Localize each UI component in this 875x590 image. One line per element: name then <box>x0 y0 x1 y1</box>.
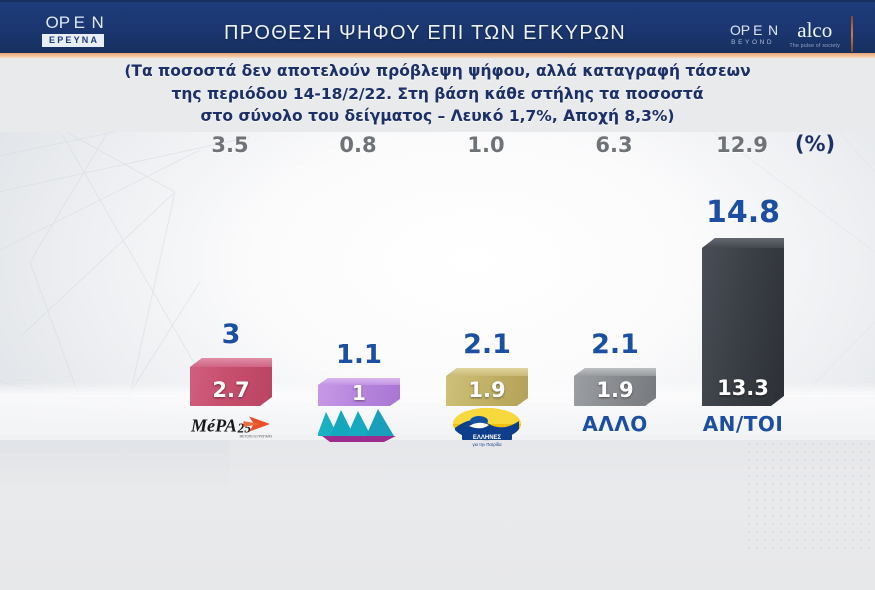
bar-top-face-plefsi <box>318 378 400 385</box>
bar-3d-elliniki-lysi: 1.9 <box>446 368 528 406</box>
subtitle-line-3: στο σύνολο του δείγματος – Λευκό 1,7%, Α… <box>200 107 675 125</box>
bar-3d-mera25: 2.7 <box>190 358 272 406</box>
bar-top-face-mera25 <box>190 358 272 367</box>
bar-front-elliniki-lysi: 1.9 <box>446 368 528 406</box>
open-beyond-sublabel: BEYOND <box>731 38 775 46</box>
svg-text:ΕΛΛΗΝΕΣ: ΕΛΛΗΝΕΣ <box>473 435 502 441</box>
top-value-antoi: 12.9 <box>716 133 768 157</box>
lower-band-shade <box>0 440 230 490</box>
bar-front-allo: 1.9 <box>574 368 656 406</box>
svg-text:για την Πατρίδα: για την Πατρίδα <box>472 442 502 447</box>
previous-values-row: 3.5 0.8 1.0 6.3 12.9 (%) <box>0 132 875 163</box>
bar-front-plefsi: 1 <box>318 378 400 406</box>
lower-band-dot-pattern <box>745 440 875 555</box>
bar-front-antoi: 13.3 <box>702 238 784 406</box>
bar-caption-allo: ΑΛΛΟ <box>582 412 648 436</box>
bar-inside-value-plefsi: 1 <box>352 381 366 405</box>
bar-column-allo[interactable]: 2.1 1.9 ΑΛΛΟ <box>574 329 656 436</box>
bar-group: 3 2.7 MéPA 25 ΜΕΤΩΠΟ ΕΥΡΩΠΑΪΚΗΣ 1.1 <box>0 132 875 447</box>
svg-text:ΜΕΤΩΠΟ ΕΥΡΩΠΑΪΚΗΣ: ΜΕΤΩΠΟ ΕΥΡΩΠΑΪΚΗΣ <box>240 434 272 438</box>
subtitle-line-1: (Τα ποσοστά δεν αποτελούν πρόβλεψη ψήφου… <box>124 62 751 80</box>
bar-inside-value-elliniki-lysi: 1.9 <box>468 378 506 402</box>
bar-top-face-allo <box>574 368 656 376</box>
header-bar: OPEИ ΕΡΕΥΝΑ ΠΡΟΘΕΣΗ ΨΗΦΟΥ ΕΠΙ ΤΩΝ ΕΓΚΥΡΩ… <box>0 0 875 53</box>
bar-3d-allo: 1.9 <box>574 368 656 406</box>
bar-column-elliniki-lysi[interactable]: 2.1 1.9 ΕΛΛΗΝΕΣ για την Πατρίδα <box>446 329 528 447</box>
bar-top-face-antoi <box>702 238 784 248</box>
party-logo-slot-plefsi <box>318 408 400 442</box>
bar-above-value-mera25: 3 <box>221 319 241 350</box>
bar-3d-antoi: 13.3 <box>702 238 784 406</box>
subtitle-line-2: της περιόδου 14-18/2/22. Στη βάση κάθε σ… <box>171 84 704 103</box>
top-value-allo: 6.3 <box>595 133 633 157</box>
bar-front-mera25: 2.7 <box>190 358 272 406</box>
percent-unit-label: (%) <box>794 132 836 156</box>
header-accent-strip <box>0 53 875 58</box>
elliniki-lysi-logo: ΕΛΛΗΝΕΣ για την Πατρίδα <box>453 408 521 447</box>
alco-logo: alco The pulse of society <box>789 17 840 49</box>
open-beyond-logo: OPEИ BEYOND <box>726 21 779 46</box>
bar-column-antoi[interactable]: 14.8 13.3 ΑΝ/ΤΟΙ <box>702 195 784 436</box>
bar-top-face-elliniki-lysi <box>446 368 528 376</box>
bar-inside-value-antoi: 13.3 <box>717 376 769 400</box>
top-value-mera25: 3.5 <box>211 133 249 157</box>
top-value-plefsi: 0.8 <box>339 133 377 157</box>
mera25-logo: MéPA 25 ΜΕΤΩΠΟ ΕΥΡΩΠΑΪΚΗΣ <box>190 416 272 439</box>
plefsi-eleftherias-logo <box>318 409 396 442</box>
bar-above-value-elliniki-lysi: 2.1 <box>463 329 511 360</box>
header-divider <box>851 16 853 52</box>
bar-caption-antoi: ΑΝ/ΤΟΙ <box>702 412 784 436</box>
party-logo-slot-elliniki-lysi: ΕΛΛΗΝΕΣ για την Πατρίδα <box>446 406 528 448</box>
open-erevna-wordmark: OPEИ <box>42 13 105 32</box>
alco-wordmark: alco <box>797 17 833 42</box>
bar-above-value-plefsi: 1.1 <box>335 340 383 370</box>
party-logo-slot-mera25: MéPA 25 ΜΕΤΩΠΟ ΕΥΡΩΠΑΪΚΗΣ <box>190 410 272 440</box>
bar-inside-value-mera25: 2.7 <box>212 378 250 402</box>
open-erevna-logo: OPEИ ΕΡΕΥΝΑ <box>42 13 105 47</box>
header-title: ΠΡΟΘΕΣΗ ΨΗΦΟΥ ΕΠΙ ΤΩΝ ΕΓΚΥΡΩΝ <box>224 22 626 44</box>
bar-inside-value-allo: 1.9 <box>596 378 634 402</box>
top-value-elliniki-lysi: 1.0 <box>467 133 505 157</box>
bar-column-plefsi[interactable]: 1.1 1 <box>318 340 400 442</box>
bar-above-value-allo: 2.1 <box>591 329 639 360</box>
subtitle-note: (Τα ποσοστά δεν αποτελούν πρόβλεψη ψήφου… <box>0 60 875 128</box>
open-erevna-sublabel: ΕΡΕΥΝΑ <box>42 34 105 47</box>
bar-column-mera25[interactable]: 3 2.7 MéPA 25 ΜΕΤΩΠΟ ΕΥΡΩΠΑΪΚΗΣ <box>190 319 272 438</box>
bar-3d-plefsi: 1 <box>318 378 400 406</box>
bar-above-value-antoi: 14.8 <box>705 195 781 230</box>
svg-text:MéPA: MéPA <box>190 416 237 436</box>
partner-logos: OPEИ BEYOND alco The pulse of society <box>727 16 853 52</box>
open-beyond-wordmark: OPEИ <box>726 21 779 38</box>
alco-tagline: The pulse of society <box>789 42 840 49</box>
